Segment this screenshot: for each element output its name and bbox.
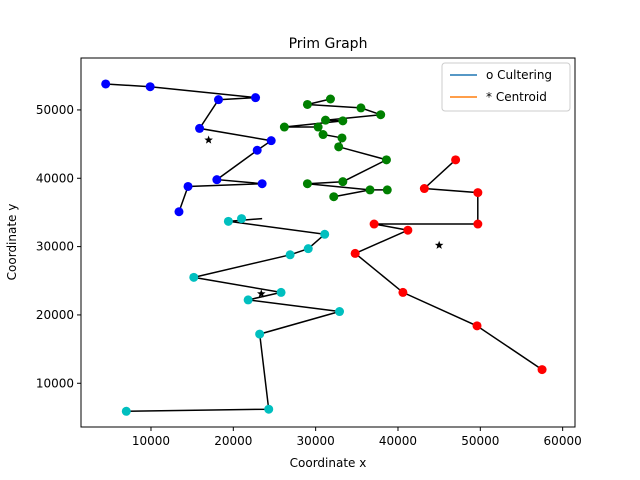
legend-label-clustering: o Cultering: [486, 68, 552, 82]
cluster-2-point-7: [279, 122, 289, 132]
cluster-3-point-7: [350, 248, 360, 258]
centroid-marker-3: [257, 289, 266, 298]
x-tick-label: 60000: [544, 434, 582, 448]
cluster-4-point-7: [276, 287, 286, 297]
legend-label-centroid: * Centroid: [486, 90, 547, 104]
x-tick-label: 20000: [214, 434, 252, 448]
cluster-1-point-10: [183, 181, 193, 191]
cluster-2-point-10: [337, 133, 347, 143]
x-tick-label: 10000: [132, 434, 170, 448]
y-tick-label: 50000: [36, 103, 74, 117]
cluster-4-point-1: [223, 216, 233, 226]
cluster-1-point-11: [174, 207, 184, 217]
x-axis: 10000 20000 30000 40000 50000 60000: [132, 427, 582, 448]
x-tick-label: 50000: [461, 434, 499, 448]
cluster-4-point-10: [255, 329, 265, 339]
cluster-3-point-3: [473, 188, 483, 198]
cluster-1-point-8: [212, 175, 222, 185]
cluster-3-point-1: [451, 155, 461, 165]
cluster-4-point-8: [243, 295, 253, 305]
cluster-2-point-8: [313, 122, 323, 132]
cluster-2-point-1: [325, 94, 335, 104]
cluster-2-point-5: [321, 115, 331, 125]
y-tick-label: 30000: [36, 240, 74, 254]
cluster-4-point-4: [303, 244, 313, 254]
cluster-3-edge-path: [353, 159, 543, 371]
plot-frame: [80, 57, 576, 428]
plot-area: [101, 79, 547, 416]
cluster-4-point-2: [237, 214, 247, 224]
cluster-3-point-2: [419, 184, 429, 194]
cluster-1-point-5: [195, 123, 205, 133]
cluster-2-point-9: [318, 130, 328, 140]
y-axis: 10000 20000 30000 40000 50000: [36, 103, 81, 390]
cluster-4-point-12: [121, 406, 131, 416]
cluster-4-point-11: [264, 404, 274, 414]
cluster-4-point-9: [335, 307, 345, 317]
cluster-2-point-2: [302, 99, 312, 109]
cluster-2-point-15: [365, 185, 375, 195]
cluster-1-point-1: [101, 79, 111, 89]
cluster-2-point-4: [376, 110, 386, 120]
cluster-3-point-10: [537, 365, 547, 375]
cluster-3-point-8: [398, 287, 408, 297]
cluster-3-point-4: [473, 219, 483, 229]
cluster-1-point-3: [251, 93, 261, 103]
cluster-4-point-3: [320, 229, 330, 239]
legend: o Cultering * Centroid: [441, 62, 571, 112]
cluster-3-point-6: [403, 225, 413, 235]
cluster-2-point-16: [382, 185, 392, 195]
cluster-3-point-5: [369, 219, 379, 229]
y-tick-label: 40000: [36, 171, 74, 185]
cluster-1-point-7: [252, 145, 262, 155]
cluster-1-point-2: [145, 82, 155, 92]
cluster-1-point-4: [213, 95, 223, 105]
cluster-2-point-6: [338, 116, 348, 126]
cluster-2-point-3: [356, 103, 366, 113]
cluster-1-point-6: [266, 136, 276, 146]
cluster-2-point-13: [338, 177, 348, 187]
cluster-2-point-17: [329, 192, 339, 202]
x-axis-label: Coordinate x: [290, 456, 367, 470]
cluster-2-extra-edge-1: [333, 189, 371, 198]
centroid-marker-1: [204, 135, 213, 144]
x-tick-label: 30000: [297, 434, 335, 448]
y-tick-label: 20000: [36, 308, 74, 322]
x-tick-label: 40000: [379, 434, 417, 448]
centroid-marker-2: [434, 240, 444, 249]
cluster-4-point-5: [285, 250, 295, 260]
cluster-1-point-9: [257, 179, 267, 189]
cluster-3-point-9: [472, 321, 482, 331]
cluster-2-point-12: [381, 155, 391, 165]
chart-title: Prim Graph: [289, 36, 368, 52]
cluster-2-point-14: [302, 179, 312, 189]
y-axis-label: Coordinate y: [5, 204, 19, 281]
cluster-2-point-11: [334, 142, 344, 152]
y-tick-label: 10000: [36, 376, 74, 390]
cluster-4-point-6: [189, 272, 199, 282]
